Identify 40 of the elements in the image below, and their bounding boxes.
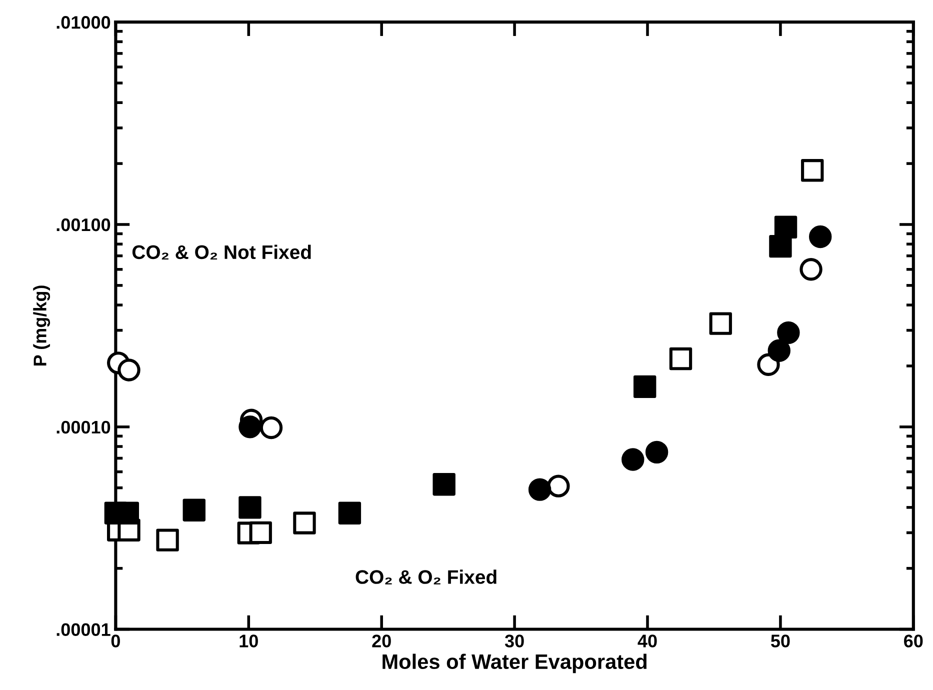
y-tick-label: .00001 — [56, 623, 110, 636]
point — [769, 234, 792, 258]
point — [622, 448, 644, 471]
point — [774, 216, 798, 239]
annotation: CO₂ & O₂ Not Fixed — [132, 244, 311, 260]
x-tick-label: 20 — [372, 634, 391, 648]
point — [547, 474, 570, 498]
x-tick-label: 30 — [504, 634, 524, 648]
y-axis-title: P (mg/kg) — [33, 286, 50, 366]
point — [645, 440, 668, 464]
point — [432, 473, 456, 496]
y-tick-label: .01000 — [56, 16, 110, 29]
point — [182, 498, 206, 522]
point — [528, 478, 552, 501]
point — [768, 339, 790, 362]
point — [238, 416, 262, 438]
x-tick-label: 60 — [904, 634, 923, 648]
y-tick-label: .00010 — [56, 420, 110, 434]
point — [709, 312, 732, 335]
x-tick-label: 0 — [111, 634, 120, 648]
point — [238, 496, 262, 519]
point — [801, 159, 824, 182]
point — [338, 502, 362, 524]
point — [800, 258, 822, 281]
x-tick-label: 50 — [770, 634, 790, 648]
point — [116, 502, 140, 524]
point — [777, 321, 800, 344]
x-tick-label: 10 — [240, 634, 258, 648]
point — [118, 358, 140, 382]
point — [249, 521, 272, 544]
point — [156, 528, 179, 552]
x-tick-label: 40 — [638, 634, 657, 648]
point — [293, 512, 316, 534]
x-axis-title: Moles of Water Evaporated — [382, 654, 647, 674]
y-tick-label: .00100 — [56, 218, 110, 232]
point — [669, 347, 692, 370]
annotation: CO₂ & O₂ Fixed — [356, 570, 496, 584]
point — [808, 225, 832, 248]
point — [633, 375, 656, 398]
point — [260, 416, 283, 440]
